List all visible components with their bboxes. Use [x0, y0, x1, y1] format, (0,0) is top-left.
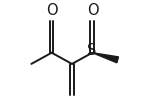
- Polygon shape: [92, 53, 119, 63]
- Text: O: O: [46, 3, 57, 18]
- Text: S: S: [87, 43, 97, 58]
- Text: O: O: [87, 3, 99, 18]
